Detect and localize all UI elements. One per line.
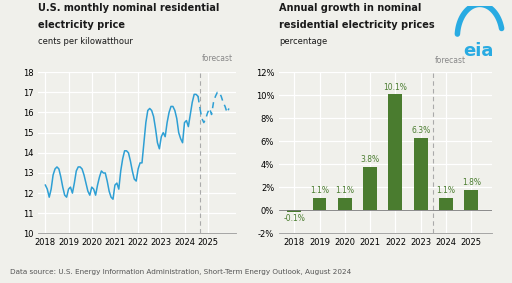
Text: residential electricity prices: residential electricity prices	[279, 20, 435, 30]
Text: Annual growth in nominal: Annual growth in nominal	[279, 3, 421, 13]
Bar	[389, 94, 402, 211]
Text: cents per kilowatthour: cents per kilowatthour	[38, 37, 133, 46]
Text: forecast: forecast	[202, 54, 233, 63]
Bar	[363, 167, 377, 211]
Bar	[287, 211, 301, 212]
Text: 6.3%: 6.3%	[411, 126, 430, 135]
Text: 10.1%: 10.1%	[383, 83, 408, 91]
Text: 1.1%: 1.1%	[310, 186, 329, 195]
Text: percentage: percentage	[279, 37, 327, 46]
Text: forecast: forecast	[435, 56, 466, 65]
Text: -0.1%: -0.1%	[283, 214, 305, 223]
Text: eia: eia	[463, 42, 494, 60]
Bar	[414, 138, 428, 211]
Text: 1.8%: 1.8%	[462, 178, 481, 187]
Bar	[464, 190, 478, 211]
Text: Data source: U.S. Energy Information Administration, Short-Term Energy Outlook, : Data source: U.S. Energy Information Adm…	[10, 269, 352, 275]
Text: electricity price: electricity price	[38, 20, 125, 30]
Text: 1.1%: 1.1%	[437, 186, 456, 195]
Bar	[312, 198, 327, 211]
Text: 1.1%: 1.1%	[335, 186, 354, 195]
Text: 3.8%: 3.8%	[360, 155, 380, 164]
Bar	[338, 198, 352, 211]
Bar	[439, 198, 453, 211]
Text: U.S. monthly nominal residential: U.S. monthly nominal residential	[38, 3, 220, 13]
